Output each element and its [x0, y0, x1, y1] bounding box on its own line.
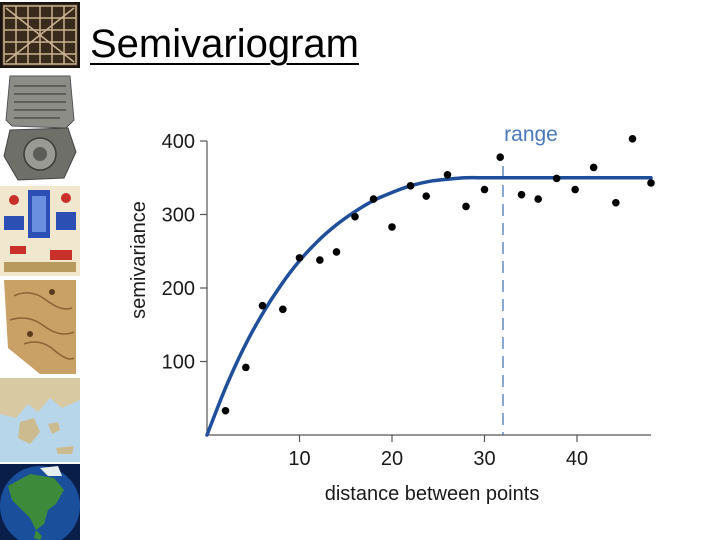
data-point	[242, 363, 250, 372]
y-tick-label: 300	[162, 205, 195, 227]
range-marker: range	[502, 123, 558, 435]
data-point	[351, 212, 359, 221]
thumbnail-greece-map	[0, 378, 80, 462]
data-point	[628, 134, 637, 143]
data-point	[517, 190, 526, 199]
data-point	[422, 192, 431, 200]
x-axis: 10 20 30 40	[207, 434, 651, 470]
data-point	[279, 305, 287, 314]
x-axis-label: distance between points	[325, 483, 540, 505]
y-axis: 100 200 300 400	[162, 131, 208, 435]
data-point	[571, 185, 579, 194]
y-tick-label: 200	[162, 278, 195, 300]
model-curve	[205, 175, 653, 437]
data-point	[258, 301, 267, 310]
thumbnail-north-america-globe	[0, 464, 80, 540]
data-point	[221, 406, 230, 415]
data-point	[295, 254, 304, 262]
data-point	[369, 195, 378, 203]
x-tick-label: 20	[381, 448, 403, 470]
data-point	[388, 223, 396, 231]
y-tick-label: 400	[162, 131, 195, 153]
thumbnail-clay-tablet	[0, 72, 80, 182]
slide-title: Semivariogram	[90, 22, 359, 66]
thumbnail-medieval-map	[0, 186, 80, 276]
data-point	[534, 195, 542, 203]
range-label: range	[504, 123, 558, 146]
data-point	[552, 174, 561, 183]
thumbnail-strip	[0, 0, 80, 540]
x-tick-label: 10	[288, 448, 310, 470]
data-point	[480, 185, 489, 194]
data-point	[612, 198, 620, 207]
data-point	[316, 256, 324, 264]
y-axis-label: semivariance	[128, 201, 150, 319]
data-point	[647, 179, 655, 187]
model-curve-line	[205, 175, 653, 437]
y-tick-label: 100	[162, 352, 195, 374]
data-point	[332, 248, 341, 256]
data-point	[589, 163, 598, 172]
x-tick-label: 40	[566, 448, 588, 470]
data-point	[496, 153, 505, 161]
data-point	[406, 182, 415, 190]
thumbnail-parchment-map	[0, 278, 80, 376]
data-point	[462, 202, 470, 211]
x-tick-label: 30	[473, 448, 495, 470]
data-point	[443, 171, 452, 179]
thumbnail-grid-tablet	[0, 2, 80, 68]
data-points	[221, 134, 655, 415]
